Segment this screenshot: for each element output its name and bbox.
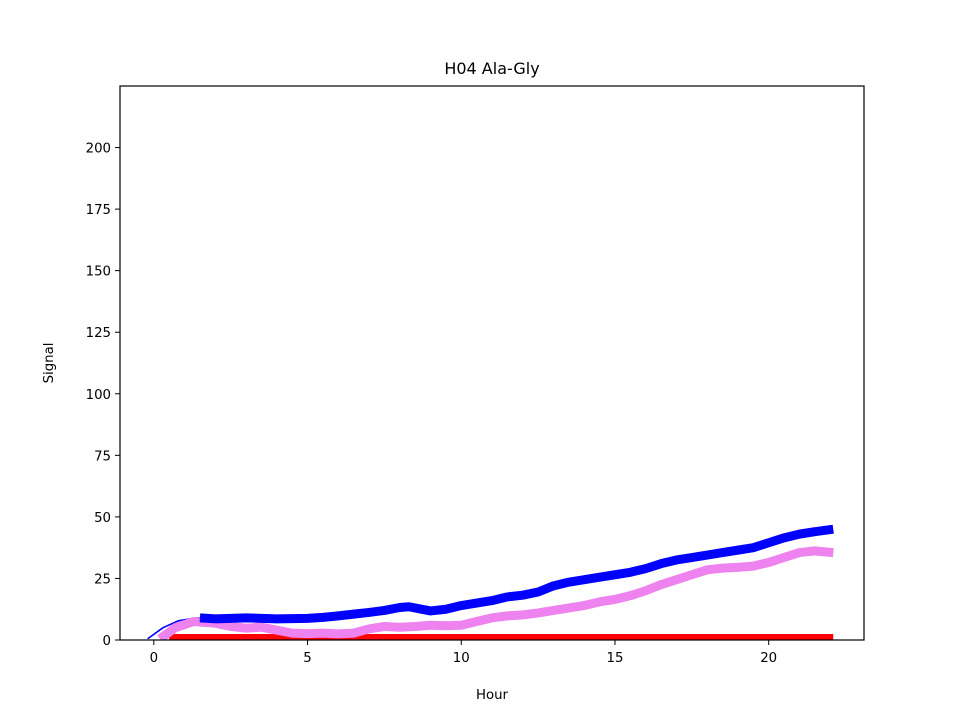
y-tick-label: 25 [94, 572, 111, 587]
y-tick-label: 125 [86, 326, 111, 341]
y-axis-label: Signal [42, 343, 57, 384]
y-tick-label: 175 [86, 203, 111, 218]
y-tick-label: 0 [103, 634, 111, 649]
x-tick-label: 20 [760, 651, 777, 666]
y-tick-label: 50 [94, 511, 111, 526]
x-axis-label: Hour [476, 688, 509, 703]
chart-title: H04 Ala-Gly [444, 59, 539, 78]
x-tick-label: 5 [303, 651, 311, 666]
x-tick-label: 15 [607, 651, 624, 666]
y-tick-label: 150 [86, 265, 111, 280]
y-tick-label: 100 [86, 388, 111, 403]
y-tick-label: 75 [94, 449, 111, 464]
y-tick-label: 200 [86, 142, 111, 157]
x-tick-label: 0 [150, 651, 158, 666]
x-tick-label: 10 [453, 651, 470, 666]
